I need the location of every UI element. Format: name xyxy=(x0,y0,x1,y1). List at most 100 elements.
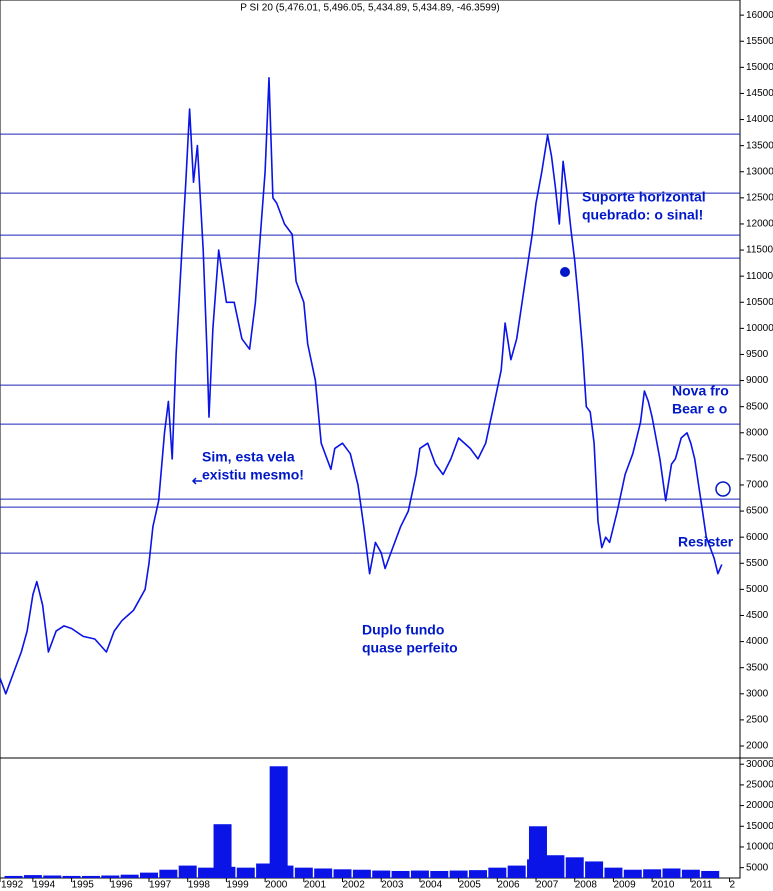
volume-bar xyxy=(294,867,313,878)
volume-bar xyxy=(488,867,507,878)
volume-bar xyxy=(449,870,468,878)
y-tick-label: 10500 xyxy=(746,297,773,308)
x-tick-label: 1999 xyxy=(226,880,249,891)
y-tick-label: 10000 xyxy=(746,323,773,334)
y-tick-label: 3500 xyxy=(746,662,769,673)
volume-bar xyxy=(236,867,255,878)
annotation: existiu mesmo! xyxy=(202,467,304,483)
volume-bar xyxy=(701,870,720,878)
volume-bar xyxy=(178,865,197,878)
y-tick-label: 2000 xyxy=(746,741,769,752)
volume-bar xyxy=(410,870,429,878)
y-tick-label: 13500 xyxy=(746,140,773,151)
annotation: Nova fro xyxy=(672,383,729,399)
volume-bar xyxy=(604,867,623,878)
volume-bar xyxy=(198,867,217,878)
y-tick-label: 5000 xyxy=(746,584,769,595)
y-tick-label: 14000 xyxy=(746,114,773,125)
y-tick-label: 5500 xyxy=(746,558,769,569)
volume-bar xyxy=(430,870,449,878)
volume-bar xyxy=(391,870,410,878)
x-tick-label: 2006 xyxy=(497,880,520,891)
volume-bar xyxy=(101,875,120,878)
volume-bar xyxy=(623,869,642,878)
volume-bar xyxy=(275,865,294,878)
volume-bar xyxy=(528,826,547,878)
volume-bar xyxy=(546,855,565,878)
y-tick-label: 13000 xyxy=(746,166,773,177)
volume-bar xyxy=(643,869,662,878)
plot-frame xyxy=(0,0,741,879)
y-tick-label: 15000 xyxy=(746,62,773,73)
volume-tick-label: 5000 xyxy=(746,862,769,873)
x-tick-label: 1992 xyxy=(1,880,24,891)
volume-bar xyxy=(140,872,159,878)
x-tick-label: 1995 xyxy=(72,880,95,891)
volume-bar xyxy=(372,870,391,878)
volume-bar xyxy=(120,874,139,878)
volume-tick-label: 30000 xyxy=(746,759,773,770)
y-tick-label: 7500 xyxy=(746,454,769,465)
y-tick-label: 9500 xyxy=(746,349,769,360)
sad-face-icon xyxy=(715,481,731,497)
y-tick-label: 11000 xyxy=(746,271,773,282)
bomb-icon xyxy=(560,267,570,277)
annotation: Bear e o xyxy=(672,401,727,417)
volume-bar xyxy=(681,869,700,878)
volume-bar xyxy=(333,869,352,878)
volume-bar xyxy=(213,824,232,878)
x-tick-label: 2008 xyxy=(575,880,598,891)
y-tick-label: 11500 xyxy=(746,245,773,256)
x-tick-label: 2001 xyxy=(304,880,327,891)
volume-bar xyxy=(269,766,288,878)
annotation: Resister xyxy=(678,534,734,550)
volume-bar xyxy=(352,869,371,878)
price-line xyxy=(0,77,723,695)
y-tick-label: 6000 xyxy=(746,532,769,543)
y-tick-label: 8000 xyxy=(746,427,769,438)
x-tick-label: 1998 xyxy=(188,880,211,891)
y-tick-label: 14500 xyxy=(746,88,773,99)
chart-title: P SI 20 (5,476.01, 5,496.05, 5,434.89, 5… xyxy=(240,3,499,14)
volume-bar xyxy=(217,866,236,878)
x-tick-label: 2010 xyxy=(652,880,675,891)
x-tick-label: 2003 xyxy=(381,880,404,891)
y-tick-label: 15500 xyxy=(746,36,773,47)
annotation: quebrado: o sinal! xyxy=(582,207,703,223)
y-tick-label: 7000 xyxy=(746,480,769,491)
volume-bar xyxy=(314,868,333,878)
plot-area: Suporte horizontal quebrado: o sinal! Nova… xyxy=(0,77,740,878)
volume-tick-label: 15000 xyxy=(746,821,773,832)
arrow xyxy=(191,477,202,485)
y-tick-label: 4000 xyxy=(746,636,769,647)
y-tick-label: 6500 xyxy=(746,506,769,517)
y-tick-label: 3000 xyxy=(746,688,769,699)
x-tick-label: 2009 xyxy=(613,880,636,891)
y-tick-label: 4500 xyxy=(746,610,769,621)
y-tick-label: 12000 xyxy=(746,219,773,230)
x-tick-label: 2005 xyxy=(459,880,482,891)
y-tick-label: 9000 xyxy=(746,375,769,386)
annotation: quase perfeito xyxy=(362,640,458,656)
y-tick-label: 16000 xyxy=(746,10,773,21)
volume-bar xyxy=(62,875,81,878)
x-tick-label: 2011 xyxy=(691,880,713,891)
volume-bar xyxy=(159,869,178,878)
x-tick-label: 2004 xyxy=(420,880,443,891)
annotation: Sim, esta vela xyxy=(202,449,295,465)
volume-bar xyxy=(256,863,275,878)
volume-tick-label: 25000 xyxy=(746,780,773,791)
volume-tick-label: 10000 xyxy=(746,842,773,853)
volume-tick-label: 20000 xyxy=(746,800,773,811)
x-tick-label: 1994 xyxy=(33,880,56,891)
y-tick-label: 8500 xyxy=(746,401,769,412)
volume-bar xyxy=(585,861,604,878)
x-tick-label: 2 xyxy=(730,880,736,891)
annotation: Duplo fundo xyxy=(362,622,444,638)
volume-bar xyxy=(43,875,62,878)
volume-bar xyxy=(507,865,526,878)
volume-bar xyxy=(662,868,681,878)
x-tick-label: 2000 xyxy=(265,880,288,891)
volume-bar xyxy=(4,875,23,878)
